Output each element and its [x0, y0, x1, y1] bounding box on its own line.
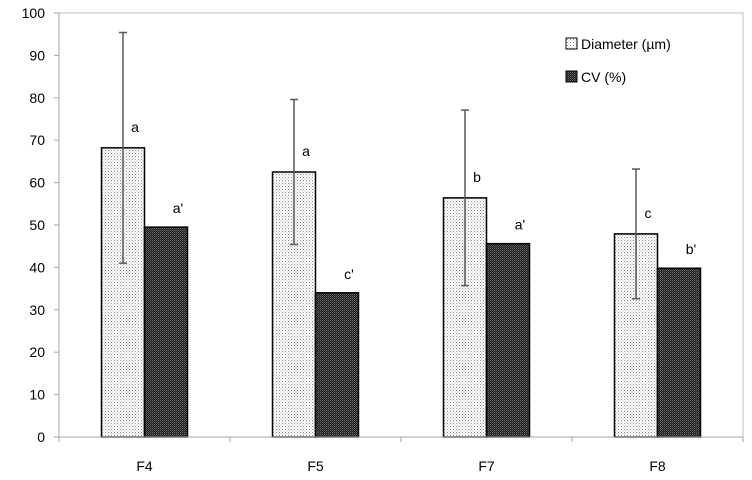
significance-label: a' [515, 217, 525, 233]
x-tick-label: F4 [136, 458, 153, 474]
significance-label: a' [173, 200, 183, 216]
significance-labels-layer: a a b c a' c' a' b' [131, 119, 696, 282]
y-tick-label: 70 [29, 132, 45, 148]
y-axis: 0 10 20 30 40 50 60 70 80 90 100 [22, 5, 60, 445]
bar-cv-f5 [314, 292, 360, 438]
bar-cv-f8 [656, 267, 702, 438]
y-tick-label: 60 [29, 175, 45, 191]
y-tick-label: 80 [29, 90, 45, 106]
bar-cv-f4 [143, 226, 189, 438]
y-tick-label: 100 [22, 5, 46, 21]
y-tick-label: 0 [37, 429, 45, 445]
y-tick-label: 30 [29, 302, 45, 318]
bars-layer [100, 147, 702, 438]
y-tick-label: 40 [29, 259, 45, 275]
significance-label: c [645, 205, 652, 221]
y-tick-label: 50 [29, 217, 45, 233]
significance-label: c' [344, 266, 354, 282]
y-tick-label: 10 [29, 387, 45, 403]
y-tick-label: 20 [29, 344, 45, 360]
significance-label: a [131, 119, 139, 135]
error-bars-layer [119, 31, 640, 300]
legend-swatch-cv [565, 70, 578, 83]
x-axis: F4 F5 F7 F8 [58, 436, 744, 474]
legend-label-diameter: Diameter (µm) [581, 36, 671, 52]
legend: Diameter (µm) CV (%) [565, 36, 671, 85]
significance-label: b [473, 169, 481, 185]
legend-swatch-diameter [565, 37, 578, 50]
bar-cv-f7 [485, 242, 531, 438]
significance-label: a [302, 143, 310, 159]
significance-label: b' [686, 241, 696, 257]
y-tick-label: 90 [29, 47, 45, 63]
x-tick-label: F5 [307, 458, 324, 474]
x-tick-label: F8 [649, 458, 666, 474]
legend-label-cv: CV (%) [581, 69, 626, 85]
x-tick-label: F7 [478, 458, 495, 474]
